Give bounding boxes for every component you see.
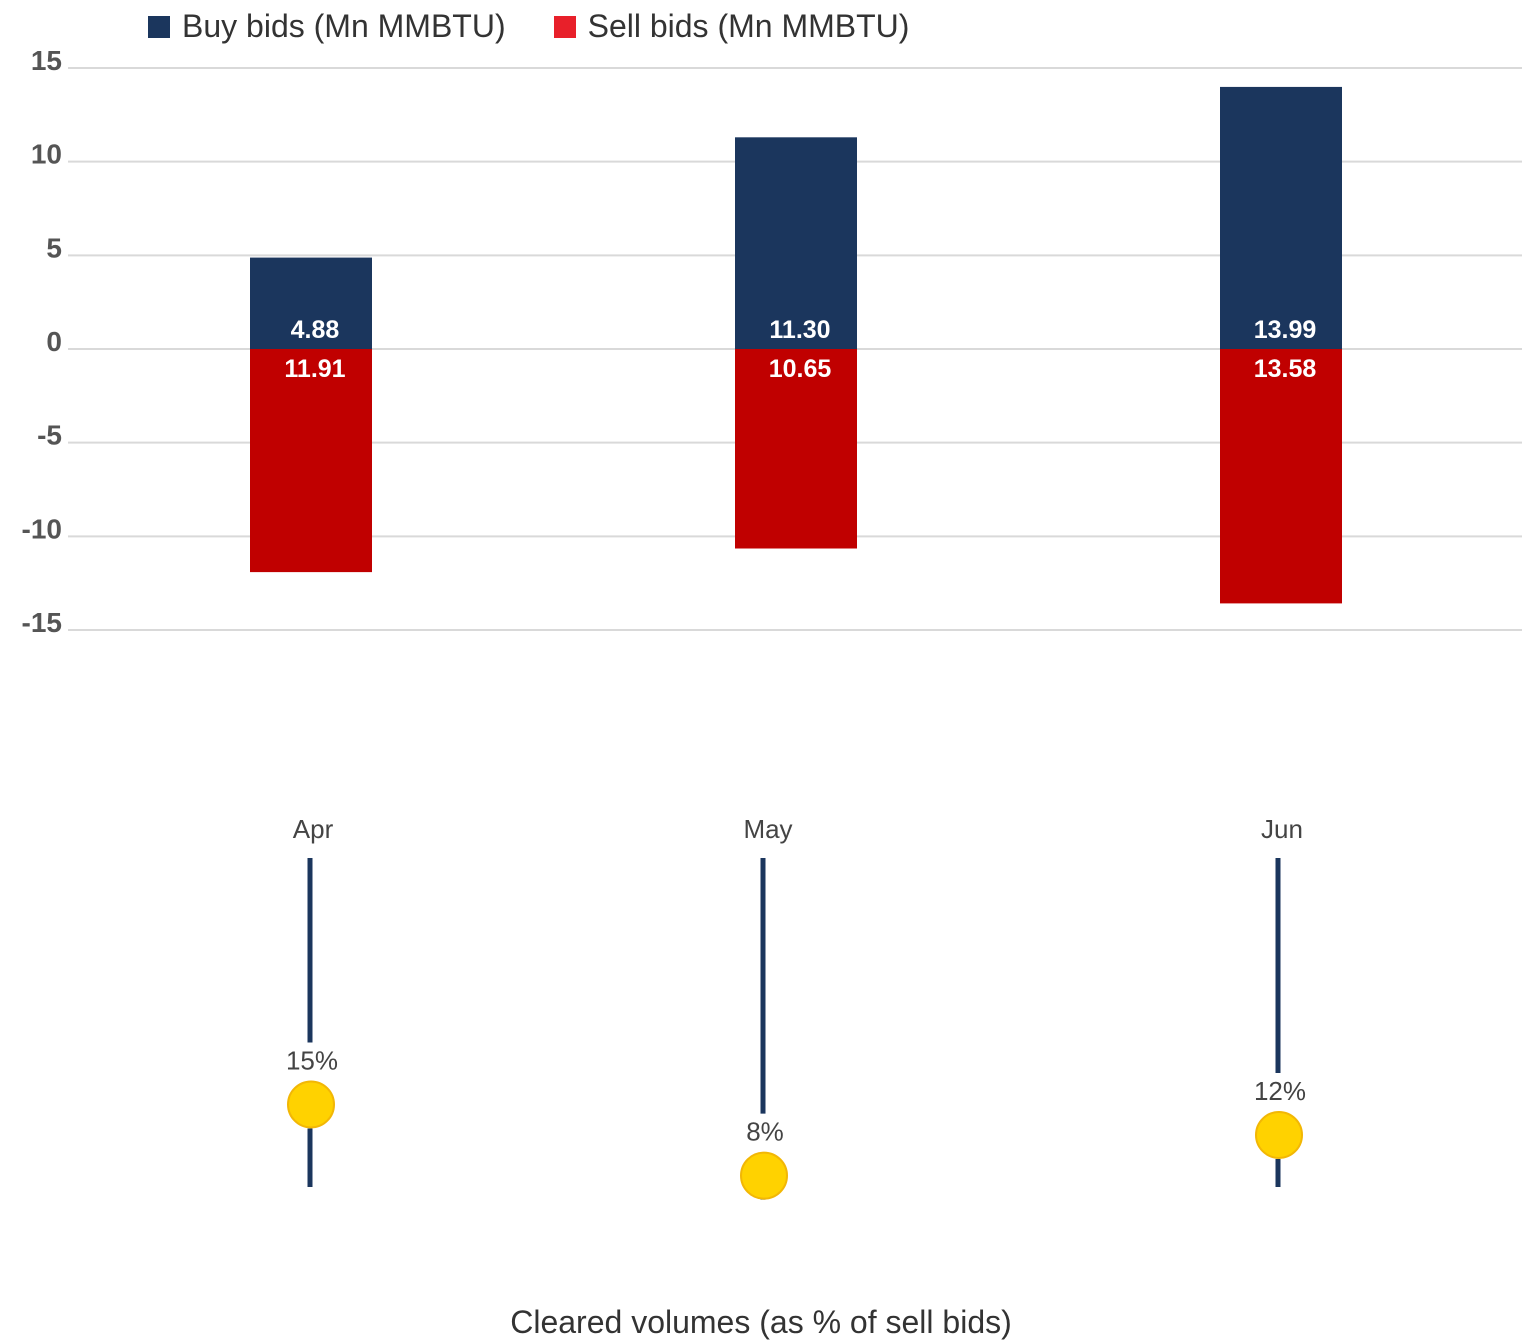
sell-data-label: 11.91 (284, 355, 345, 383)
legend-swatch-sell (553, 15, 576, 38)
sell-data-label: 10.65 (769, 355, 832, 383)
cleared-value-label: 8% (746, 1117, 784, 1147)
buy-bar-apr (250, 257, 372, 349)
y-tick-label: -10 (22, 513, 62, 544)
sell-bar-jun (1220, 349, 1342, 604)
cleared-value-label: 12% (1254, 1076, 1306, 1106)
buy-bar-may (735, 137, 857, 349)
category-label-may: May (743, 814, 792, 844)
cleared-value-label: 15% (286, 1045, 338, 1075)
sell-bar-apr (250, 349, 372, 573)
category-label-jun: Jun (1261, 814, 1303, 844)
legend: Buy bids (Mn MMBTU) Sell bids (Mn MMBTU) (148, 8, 909, 45)
buy-data-label: 13.99 (1254, 316, 1317, 344)
cleared-volumes-title: Cleared volumes (as % of sell bids) (510, 1304, 1012, 1340)
y-tick-label: -5 (37, 420, 62, 451)
buy-data-label: 11.30 (769, 316, 830, 344)
legend-item-buy: Buy bids (Mn MMBTU) (148, 8, 506, 45)
category-label-apr: Apr (293, 814, 334, 844)
legend-item-sell: Sell bids (Mn MMBTU) (553, 8, 910, 45)
sell-bar-may (735, 349, 857, 549)
cleared-dot-jun (1255, 1110, 1303, 1159)
y-tick-label: -15 (22, 607, 62, 638)
y-tick-label: 15 (31, 45, 62, 76)
cleared-dot-apr (287, 1080, 335, 1129)
legend-label-buy: Buy bids (Mn MMBTU) (182, 8, 506, 44)
y-tick-label: 0 (46, 326, 62, 357)
y-tick-label: 5 (46, 232, 62, 263)
legend-label-sell: Sell bids (Mn MMBTU) (587, 8, 910, 44)
sell-data-label: 13.58 (1254, 355, 1317, 383)
y-tick-label: 10 (31, 139, 62, 170)
legend-swatch-buy (148, 15, 170, 38)
buy-data-label: 4.88 (291, 316, 340, 344)
cleared-dot-may (740, 1151, 788, 1200)
buy-bar-jun (1220, 86, 1342, 350)
